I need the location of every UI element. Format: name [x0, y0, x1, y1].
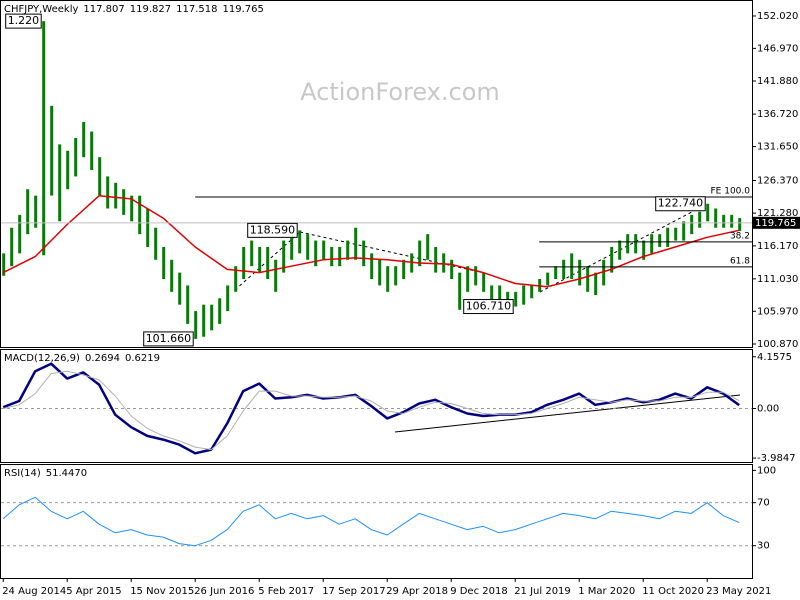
symbol: CHFJPY,Weekly [4, 4, 78, 15]
annotation-label: 101.660 [146, 332, 192, 345]
x-tick-label: 21 Jul 2019 [514, 586, 571, 597]
trend-line [539, 204, 706, 293]
y-tick-label: 146.970 [757, 43, 798, 54]
y-tick-label: 136.720 [757, 109, 798, 120]
y-tick-label: 70 [757, 498, 770, 509]
x-tick-label: 5 Apr 2015 [66, 586, 121, 597]
annotation-box [463, 299, 514, 315]
price-header: CHFJPY,Weekly 117.807 119.827 117.518 119.76… [4, 4, 264, 15]
y-tick-label: 141.880 [757, 76, 798, 87]
x-tick-label: 17 Sep 2017 [322, 586, 385, 597]
open: 117.807 [83, 4, 124, 15]
y-tick-label: 4.1575 [757, 352, 792, 363]
y-tick-label: 105.970 [757, 306, 798, 317]
close: 119.765 [222, 4, 263, 15]
high: 119.827 [130, 4, 171, 15]
y-tick-label: 30 [757, 541, 770, 552]
annotation-label: 122.740 [658, 197, 704, 210]
x-tick-label: 29 Apr 2018 [386, 586, 448, 597]
last-price-label: 119.765 [755, 218, 796, 229]
last-price-box [752, 216, 800, 229]
rsi-frame [0, 464, 753, 579]
trend-line [299, 231, 481, 273]
annotation-box [5, 13, 42, 29]
x-tick-label: 15 Nov 2015 [130, 586, 194, 597]
y-tick-label: 121.280 [757, 208, 798, 219]
y-tick-label: -3.9847 [757, 453, 796, 464]
macd-trend-line [394, 394, 741, 433]
annotation-label: 118.590 [250, 223, 296, 236]
x-tick-label: 9 Dec 2018 [450, 586, 508, 597]
annotation-label: 1.220 [8, 14, 40, 27]
y-tick-label: 111.030 [757, 274, 798, 285]
y-tick-label: 152.020 [757, 11, 798, 22]
y-tick-label: 100.870 [757, 339, 798, 350]
y-tick-label: 131.650 [757, 142, 798, 153]
y-tick-label: 100 [757, 465, 776, 476]
readout: 0.2694 [85, 353, 120, 364]
fib-label: FE 100.0 [711, 186, 751, 196]
readout: 0.6219 [125, 353, 160, 364]
rsi-header: RSI(14) 51.4470 [4, 468, 87, 479]
y-tick-label: 116.170 [757, 241, 798, 252]
x-tick-label: 24 Aug 2014 [2, 586, 66, 597]
y-tick-label: 0.00 [757, 403, 779, 414]
fib-label: 38.2 [730, 231, 750, 241]
watermark: ActionForex.com [300, 78, 500, 106]
annotation-box [655, 196, 706, 212]
readout: 51.4470 [46, 468, 87, 479]
annotation-box [247, 222, 298, 238]
x-tick-label: 23 May 2021 [706, 586, 771, 597]
line [2, 362, 740, 455]
y-tick-label: 126.370 [757, 175, 798, 186]
x-tick-label: 26 Jun 2016 [194, 586, 254, 597]
annotation-box [143, 331, 194, 347]
line [2, 496, 740, 547]
x-tick-label: 11 Oct 2020 [642, 586, 704, 597]
macd-header: MACD(12,26,9) 0.2694 0.6219 [4, 353, 160, 364]
price-frame [0, 0, 753, 348]
x-tick-label: 1 Mar 2020 [578, 586, 635, 597]
x-tick-label: 5 Feb 2017 [258, 586, 314, 597]
fib-label: 61.8 [730, 256, 750, 266]
annotation-label: 106.710 [466, 300, 512, 313]
line [3, 370, 740, 451]
macd-frame [0, 349, 753, 463]
indicator: RSI(14) [4, 468, 41, 479]
indicator: MACD(12,26,9) [4, 353, 80, 364]
low: 117.518 [176, 4, 217, 15]
